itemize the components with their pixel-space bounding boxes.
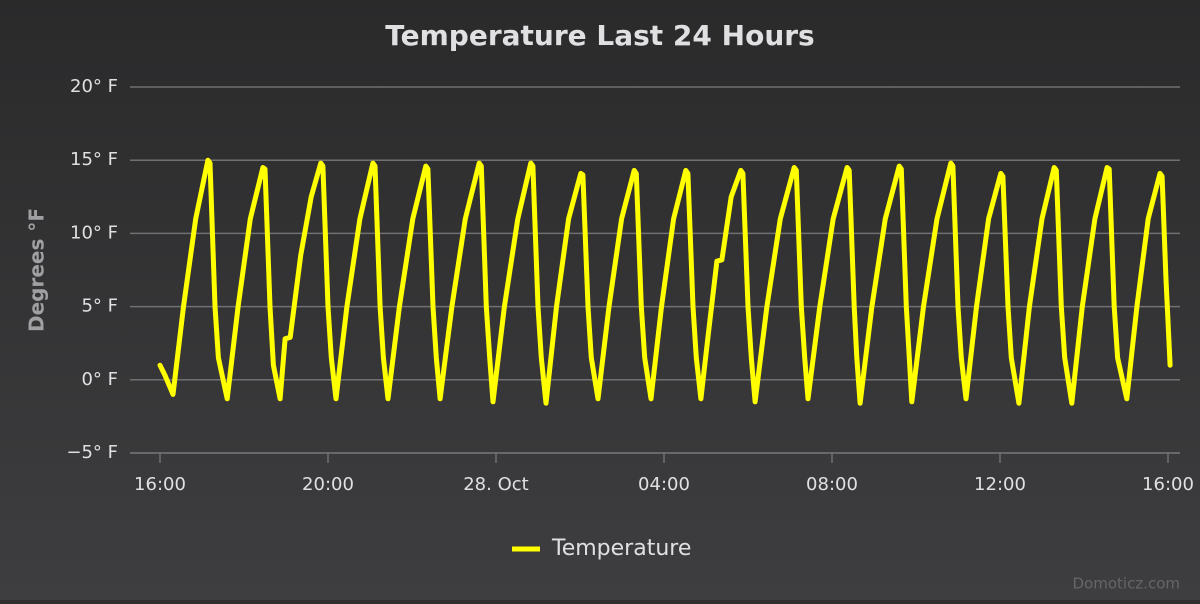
x-tick-label: 20:00 (302, 474, 354, 495)
credit: Domoticz.com (1073, 575, 1181, 593)
x-tick-label: 12:00 (974, 474, 1026, 495)
y-tick-label: −5° F (66, 442, 118, 463)
x-tick-label: 04:00 (638, 474, 690, 495)
y-tick-label: 5° F (81, 296, 118, 317)
y-tick-label: 0° F (81, 369, 118, 390)
series-line (157, 157, 1173, 406)
x-tick-label: 16:00 (1142, 474, 1194, 495)
legend-label: Temperature (551, 536, 691, 561)
y-tick-label: 15° F (70, 149, 118, 170)
x-tick-label: 08:00 (806, 474, 858, 495)
x-tick-label: 28. Oct (463, 474, 528, 495)
x-tick-label: 16:00 (134, 474, 186, 495)
y-axis-title: Degrees °F (25, 208, 49, 332)
chart-title: Temperature Last 24 Hours (385, 19, 814, 52)
y-tick-label: 20° F (70, 76, 118, 97)
y-tick-label: 10° F (70, 222, 118, 243)
